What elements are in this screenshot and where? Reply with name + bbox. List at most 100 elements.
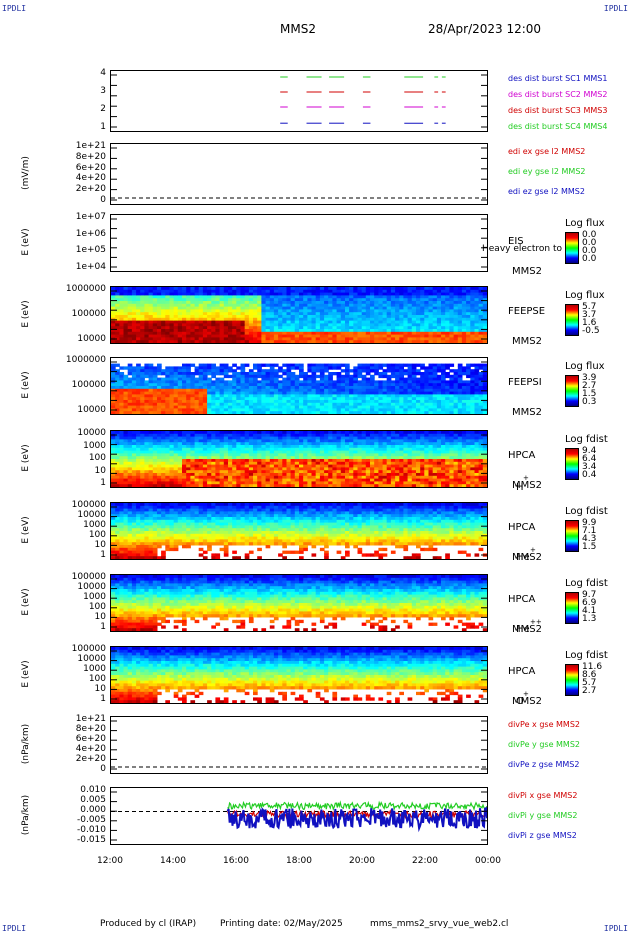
spectrogram-cell (424, 445, 429, 449)
spectrogram-cell (395, 369, 400, 373)
spectrogram-cell (345, 433, 350, 438)
spectrogram-cell (432, 312, 438, 316)
spectrogram-cell (370, 334, 375, 338)
spectrogram-cell (294, 312, 300, 316)
spectrogram-cell (395, 484, 400, 487)
spectrogram-cell (466, 301, 471, 305)
spectrogram-cell (453, 331, 459, 336)
spectrogram-cell (202, 315, 208, 319)
spectrogram-cell (169, 436, 175, 440)
spectrogram-cell (436, 363, 442, 367)
spectrogram-cell (236, 383, 241, 387)
spectrogram-cell (148, 317, 154, 322)
spectrogram-cell (190, 431, 196, 435)
spectrogram-cell (340, 334, 346, 338)
spectrogram-cell (253, 295, 258, 299)
spectrogram-cell (207, 289, 212, 294)
spectrogram-cell (411, 439, 417, 443)
spectrogram-cell (311, 481, 317, 485)
spectrogram-cell (303, 402, 308, 407)
spectrogram-cell (273, 323, 279, 327)
spectrogram-cell (482, 394, 487, 398)
spectrogram-cell (345, 467, 350, 471)
spectrogram-cell (131, 397, 137, 401)
spectrogram-cell (332, 456, 338, 460)
spectrogram-cell (202, 402, 208, 407)
spectrogram-cell (361, 306, 367, 310)
spectrogram-cell (165, 366, 170, 370)
spectrogram-cell (311, 439, 317, 443)
spectrogram-cell (416, 481, 421, 485)
spectrogram-cell (257, 287, 262, 291)
spectrogram-cell (319, 377, 325, 381)
spectrogram-cell (445, 366, 450, 370)
spectrogram-cell (273, 292, 279, 296)
spectrogram-cell (273, 289, 279, 294)
spectrogram-cell (140, 388, 145, 393)
spectrogram-cell (303, 287, 308, 291)
spectrogram-cell (190, 315, 196, 319)
spectrogram-cell (190, 447, 196, 452)
spectrogram-cell (157, 380, 162, 384)
spectrogram-cell (428, 315, 434, 319)
spectrogram-cell (424, 400, 429, 404)
spectrogram-cell (207, 380, 212, 384)
spectrogram-cell (353, 450, 358, 454)
spectrogram-cell (186, 461, 191, 466)
spectrogram-cell (386, 461, 392, 466)
spectrogram-cell (111, 323, 116, 327)
spectrogram-cell (186, 295, 191, 299)
spectrogram-cell (182, 329, 187, 333)
spectrogram-cell (420, 303, 425, 308)
spectrogram-cell (374, 433, 379, 438)
spectrogram-cell (357, 388, 363, 393)
spectrogram-cell (273, 408, 279, 412)
spectrogram-cell (474, 405, 480, 409)
spectrogram-cell (349, 467, 354, 471)
spectrogram-cell (207, 400, 212, 404)
spectrogram-cell (411, 374, 417, 379)
spectrogram-cell (399, 320, 404, 324)
spectrogram-cell (445, 391, 450, 395)
spectrogram-cell (340, 298, 346, 302)
spectrogram-cell (244, 337, 250, 341)
spectrogram-cell (361, 408, 367, 412)
spectrogram-cell (269, 481, 275, 485)
spectrogram-cell (165, 317, 170, 322)
spectrogram-cell (186, 331, 191, 336)
spectrogram-cell (303, 386, 308, 390)
spectrogram-cell (395, 292, 400, 296)
plot-area-feepsi (111, 361, 487, 414)
spectrogram-cell (136, 394, 141, 398)
spectrogram-cell (131, 337, 137, 341)
spectrogram-cell (240, 408, 246, 412)
spectrogram-cell (319, 366, 325, 370)
spectrogram-cell (219, 329, 225, 333)
spectrogram-cell (140, 461, 145, 466)
spectrogram-cell (420, 317, 425, 322)
spectrogram-cell (378, 464, 384, 468)
spectrogram-cell (144, 298, 150, 302)
spectrogram-cell (190, 397, 196, 401)
spectrogram-cell (115, 320, 120, 324)
spectrogram-cell (382, 433, 388, 438)
spectrogram-cell (165, 484, 170, 487)
spectrogram-cell (148, 363, 154, 367)
spectrogram-cell (299, 315, 304, 319)
spectrogram-cell (386, 439, 392, 443)
spectrogram-cell (382, 473, 388, 477)
spectrogram-cell (345, 306, 350, 310)
spectrogram-cell (223, 331, 229, 336)
spectrogram-cell (319, 303, 325, 308)
spectrogram-cell (131, 484, 137, 487)
spectrogram-cell (411, 484, 417, 487)
spectrogram-cell (353, 467, 358, 471)
spectrogram-cell (390, 369, 396, 373)
spectrogram-cell (111, 326, 116, 330)
spectrogram-cell (349, 374, 354, 379)
spectrogram-cell (152, 456, 158, 460)
spectrogram-cell (411, 394, 417, 398)
spectrogram-cell (336, 383, 342, 387)
colorbar-value-eis: 0.0 (582, 246, 597, 256)
spectrogram-cell (374, 436, 379, 440)
